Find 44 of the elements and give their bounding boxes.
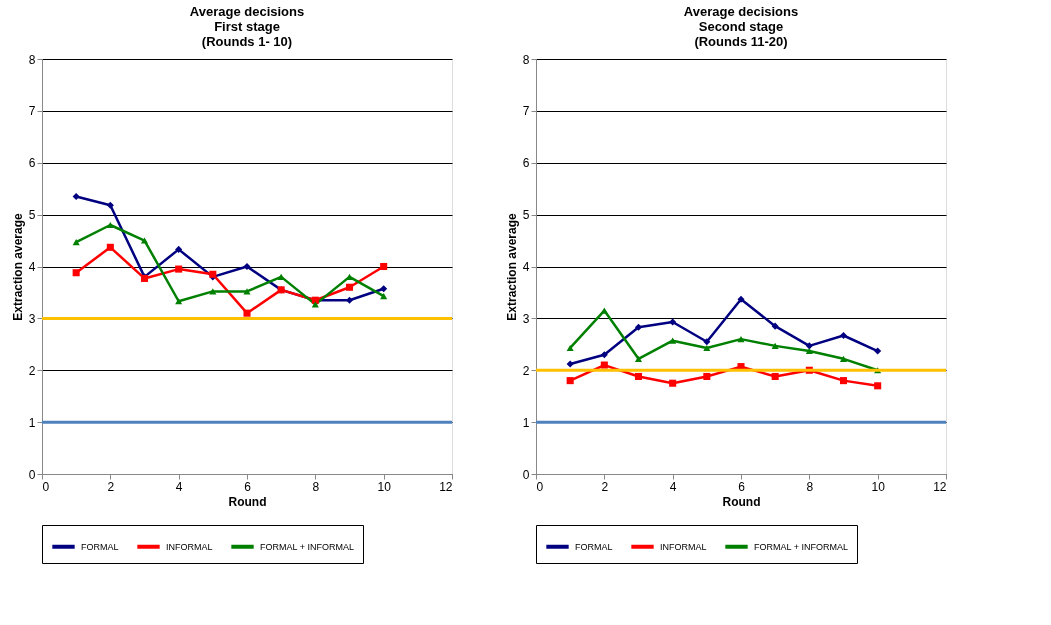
y-tick-label: 2 bbox=[28, 363, 36, 378]
y-tick-label: 4 bbox=[28, 260, 36, 274]
chart-title: Average decisions Second stage (Rounds 11-20) bbox=[683, 4, 799, 49]
x-tick-label: 6 bbox=[244, 479, 252, 494]
x-tick-label: 0 bbox=[536, 479, 544, 494]
y-tick-label: 3 bbox=[522, 311, 530, 326]
x-tick-label: 10 bbox=[377, 479, 392, 494]
y-tick-label: 5 bbox=[28, 208, 36, 223]
y-tick-label: 7 bbox=[522, 104, 530, 119]
legend-label: INFORMAL bbox=[166, 541, 213, 552]
x-tick-label: 12 bbox=[439, 479, 453, 494]
legend-label: FORMAL bbox=[81, 541, 119, 552]
x-tick-label: 4 bbox=[669, 479, 677, 494]
x-tick-label: 2 bbox=[107, 479, 115, 494]
y-tick-label: 8 bbox=[522, 52, 530, 67]
y-tick-label: 1 bbox=[28, 415, 36, 430]
y-tick-label: 4 bbox=[522, 260, 530, 274]
x-tick-label: 10 bbox=[871, 479, 886, 494]
y-tick-label: 6 bbox=[28, 156, 36, 171]
y-axis-title: Extraction average bbox=[504, 212, 519, 321]
x-tick-label: 2 bbox=[601, 479, 609, 494]
x-tick-label: 8 bbox=[806, 479, 814, 494]
y-tick-label: 0 bbox=[522, 467, 530, 482]
chart-title: Average decisions First stage (Rounds 1- 10) bbox=[189, 4, 305, 49]
y-axis-title: Extraction average bbox=[10, 212, 25, 321]
x-tick-label: 4 bbox=[175, 479, 183, 494]
y-tick-label: 2 bbox=[522, 363, 530, 378]
y-tick-label: 0 bbox=[28, 467, 36, 482]
y-tick-label: 5 bbox=[522, 208, 530, 223]
y-tick-label: 3 bbox=[28, 311, 36, 326]
y-tick-label: 1 bbox=[522, 415, 530, 430]
y-tick-label: 7 bbox=[28, 104, 36, 119]
x-tick-label: 6 bbox=[738, 479, 746, 494]
legend-label: FORMAL bbox=[575, 541, 613, 552]
x-tick-label: 8 bbox=[312, 479, 320, 494]
legend-label: INFORMAL bbox=[660, 541, 707, 552]
x-axis-title: Round bbox=[228, 494, 267, 509]
y-tick-label: 6 bbox=[522, 156, 530, 171]
legend-label: FORMAL + INFORMAL bbox=[260, 541, 354, 552]
x-axis-title: Round bbox=[722, 494, 761, 509]
legend-label: FORMAL + INFORMAL bbox=[754, 541, 848, 552]
x-tick-label: 12 bbox=[933, 479, 947, 494]
y-tick-label: 8 bbox=[28, 52, 36, 67]
x-tick-label: 0 bbox=[42, 479, 50, 494]
